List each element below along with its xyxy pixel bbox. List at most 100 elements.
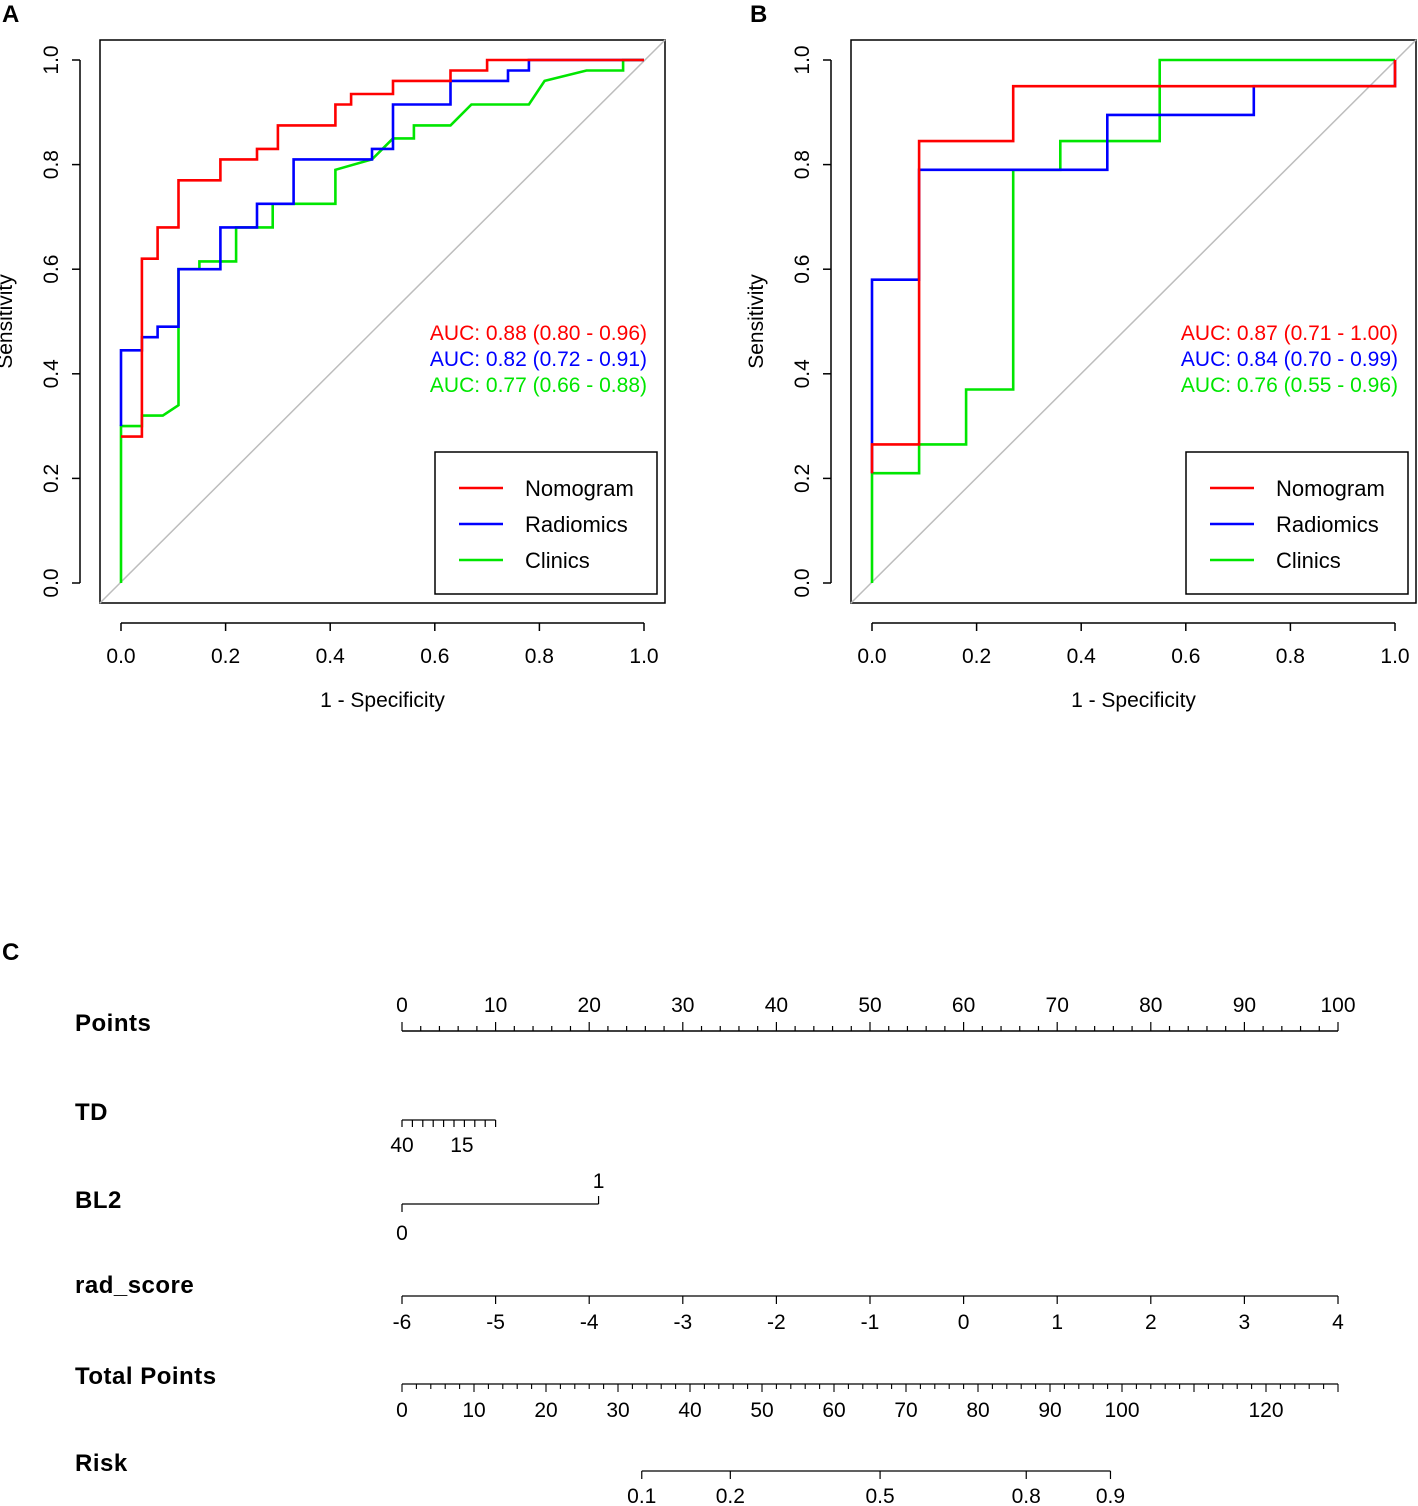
x-tick-label: 1.0 xyxy=(629,645,658,668)
y-tick-label: 0.4 xyxy=(40,359,63,389)
auc-label-nomogram: AUC: 0.88 (0.80 - 0.96) xyxy=(430,322,647,345)
points-tick-label: 100 xyxy=(1320,994,1355,1017)
panel-label-a: A xyxy=(2,1,19,28)
x-tick-label: 0.6 xyxy=(420,645,449,668)
total-points-tick-label: 120 xyxy=(1248,1399,1283,1422)
x-tick-label: 0.4 xyxy=(316,645,346,668)
risk-tick-label: 0.2 xyxy=(716,1485,745,1506)
plot-frame xyxy=(99,39,666,604)
x-tick-label: 0.2 xyxy=(962,645,991,668)
row-label-bl2: BL2 xyxy=(75,1187,122,1214)
row-label-risk: Risk xyxy=(75,1450,128,1477)
legend-label-nomogram: Nomogram xyxy=(1276,476,1385,501)
roc-line-radiomics xyxy=(870,60,1397,474)
bl2-tick-label: 1 xyxy=(593,1170,605,1193)
x-axis-label: 1 - Specificity xyxy=(1071,689,1196,712)
x-tick-label: 1.0 xyxy=(1380,645,1409,668)
y-tick-label: 0.0 xyxy=(40,568,63,597)
roc-line-clinics xyxy=(870,58,1395,583)
points-tick-label: 50 xyxy=(858,994,881,1017)
total-points-tick-label: 0 xyxy=(396,1399,408,1422)
y-tick-label: 1.0 xyxy=(791,45,814,74)
total-points-tick-label: 30 xyxy=(606,1399,629,1422)
risk-tick-label: 0.5 xyxy=(865,1485,894,1506)
rad-score-tick-label: 0 xyxy=(958,1311,970,1334)
rad-score-tick-label: -4 xyxy=(580,1311,599,1334)
roc-chart-a: 0.0 0.2 0.4 0.6 0.8 1.0 1 - Specificity 0.0 0.2 0… xyxy=(0,39,666,712)
roc-line-clinics xyxy=(119,58,644,583)
diagonal-reference-line xyxy=(99,39,666,604)
y-axis-label: Sensitivity xyxy=(0,274,17,369)
y-tick-label: 0.4 xyxy=(791,359,814,389)
x-tick-label: 0.2 xyxy=(211,645,240,668)
risk-tick-label: 0.8 xyxy=(1012,1485,1041,1506)
row-label-rad_score: rad_score xyxy=(75,1272,194,1299)
rad-score-tick-label: 2 xyxy=(1145,1311,1157,1334)
risk-tick-label: 0.9 xyxy=(1096,1485,1125,1506)
total-points-tick-label: 10 xyxy=(462,1399,485,1422)
points-tick-label: 90 xyxy=(1233,994,1256,1017)
total-points-tick-label: 40 xyxy=(678,1399,701,1422)
points-tick-label: 70 xyxy=(1046,994,1069,1017)
x-tick-label: 0.8 xyxy=(1276,645,1305,668)
x-axis-label: 1 - Specificity xyxy=(320,689,445,712)
roc-line-nomogram xyxy=(121,58,644,438)
rad-score-tick-label: -1 xyxy=(861,1311,880,1334)
roc-line-nomogram xyxy=(870,60,1397,474)
rad-score-tick-label: -5 xyxy=(486,1311,505,1334)
total-points-tick-label: 20 xyxy=(534,1399,557,1422)
plot-frame xyxy=(850,39,1417,604)
x-tick-label: 0.0 xyxy=(106,645,135,668)
y-tick-label: 0.6 xyxy=(40,255,63,284)
bl2-tick-label: 0 xyxy=(396,1222,408,1245)
points-tick-label: 40 xyxy=(765,994,788,1017)
legend-label-nomogram: Nomogram xyxy=(525,476,634,501)
points-tick-label: 80 xyxy=(1139,994,1162,1017)
rad-score-tick-label: -3 xyxy=(673,1311,692,1334)
rad-score-tick-label: 1 xyxy=(1051,1311,1063,1334)
auc-label-radiomics: AUC: 0.82 (0.72 - 0.91) xyxy=(430,348,647,371)
x-tick-label: 0.6 xyxy=(1171,645,1200,668)
diagonal-reference-line xyxy=(850,39,1417,604)
total-points-tick-label: 70 xyxy=(894,1399,917,1422)
auc-label-radiomics: AUC: 0.84 (0.70 - 0.99) xyxy=(1181,348,1398,371)
legend-label-clinics: Clinics xyxy=(525,548,590,573)
total-points-tick-label: 80 xyxy=(966,1399,989,1422)
rad-score-tick-label: -2 xyxy=(767,1311,786,1334)
y-tick-label: 1.0 xyxy=(40,45,63,74)
risk-tick-label: 0.1 xyxy=(627,1485,656,1506)
auc-label-clinics: AUC: 0.76 (0.55 - 0.96) xyxy=(1181,374,1398,397)
points-tick-label: 60 xyxy=(952,994,975,1017)
legend-label-radiomics: Radiomics xyxy=(1276,512,1379,537)
y-tick-label: 0.0 xyxy=(791,568,814,597)
panel-label-c: C xyxy=(2,939,19,966)
row-label-points: Points xyxy=(75,1010,151,1037)
y-axis-label: Sensitivity xyxy=(745,274,768,369)
x-tick-label: 0.4 xyxy=(1067,645,1097,668)
y-tick-label: 0.2 xyxy=(40,464,63,493)
td-tick-label: 40 xyxy=(390,1134,413,1157)
points-tick-label: 0 xyxy=(396,994,408,1017)
y-tick-label: 0.6 xyxy=(791,255,814,284)
rad-score-tick-label: 4 xyxy=(1332,1311,1344,1334)
legend-label-radiomics: Radiomics xyxy=(525,512,628,537)
rad-score-tick-label: 3 xyxy=(1239,1311,1251,1334)
total-points-tick-label: 50 xyxy=(750,1399,773,1422)
x-tick-label: 0.8 xyxy=(525,645,554,668)
legend-label-clinics: Clinics xyxy=(1276,548,1341,573)
rad-score-tick-label: -6 xyxy=(393,1311,412,1334)
auc-label-nomogram: AUC: 0.87 (0.71 - 1.00) xyxy=(1181,322,1398,345)
total-points-tick-label: 100 xyxy=(1104,1399,1139,1422)
points-tick-label: 10 xyxy=(484,994,507,1017)
roc-line-radiomics xyxy=(119,58,644,427)
points-tick-label: 20 xyxy=(578,994,601,1017)
auc-label-clinics: AUC: 0.77 (0.66 - 0.88) xyxy=(430,374,647,397)
row-label-td: TD xyxy=(75,1099,108,1126)
y-tick-label: 0.2 xyxy=(791,464,814,493)
td-tick-label: 15 xyxy=(450,1134,473,1157)
total-points-tick-label: 90 xyxy=(1038,1399,1061,1422)
roc-chart-b: 0.0 0.2 0.4 0.6 0.8 1.0 1 - Specificity 0.0 0.2 0… xyxy=(745,39,1417,712)
row-label-total-points: Total Points xyxy=(75,1363,217,1390)
